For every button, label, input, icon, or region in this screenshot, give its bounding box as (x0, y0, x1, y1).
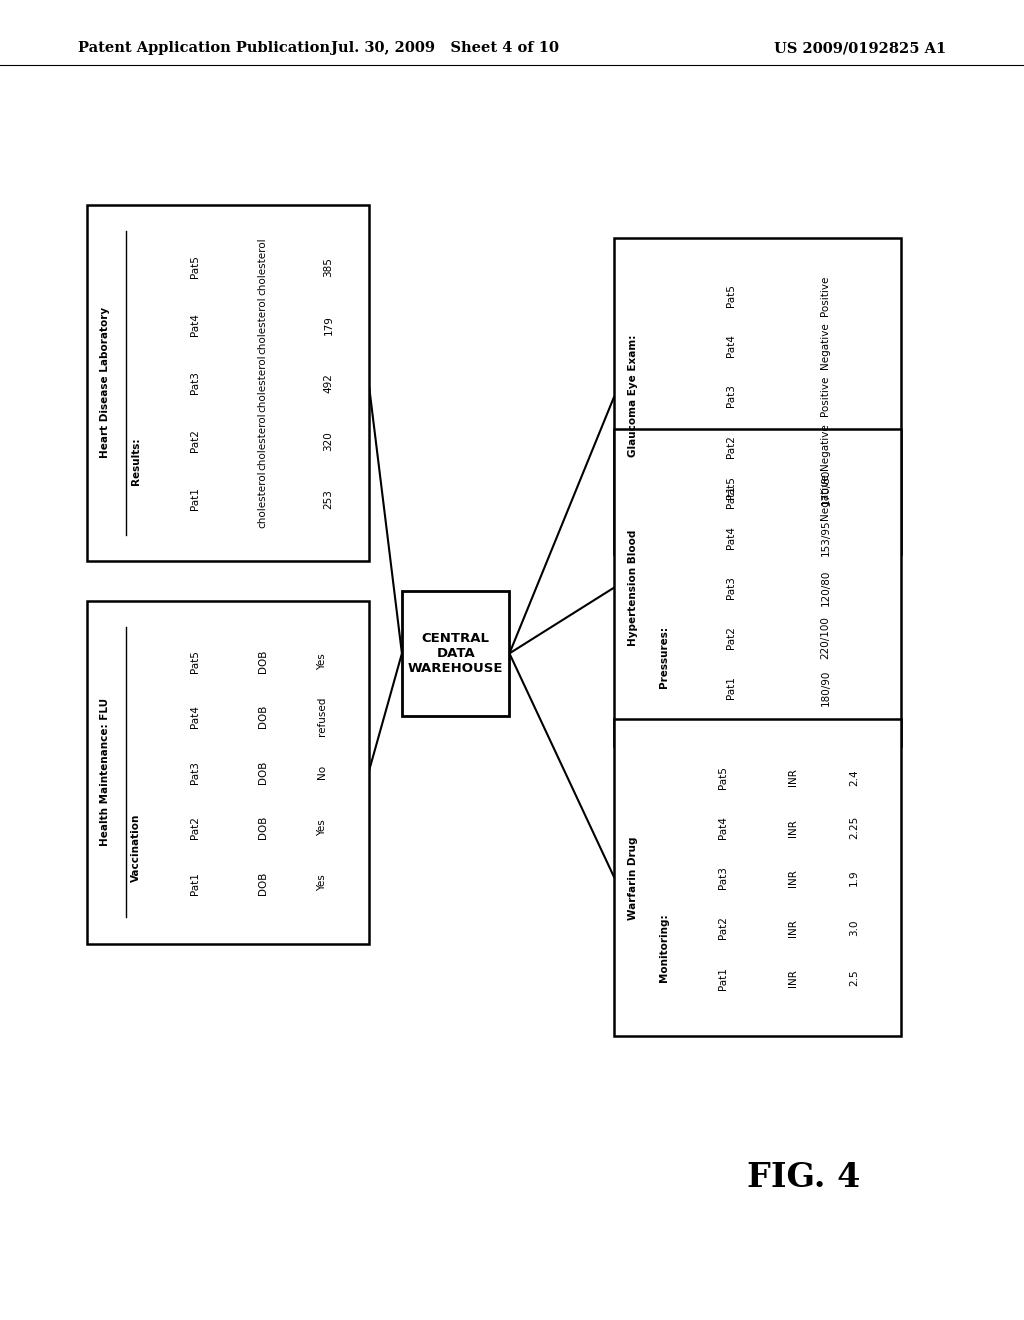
Text: INR: INR (787, 818, 798, 837)
Text: 179: 179 (324, 314, 334, 335)
Text: Monitoring:: Monitoring: (658, 913, 669, 982)
Text: 1.9: 1.9 (849, 870, 859, 886)
Text: 153/95: 153/95 (820, 519, 830, 556)
Text: 2.4: 2.4 (849, 770, 859, 785)
Text: Pat2: Pat2 (189, 816, 200, 840)
Text: 2.25: 2.25 (849, 816, 859, 840)
Text: Pat2: Pat2 (726, 626, 736, 649)
Text: Pat4: Pat4 (718, 816, 728, 840)
Text: 253: 253 (324, 488, 334, 510)
Text: Patent Application Publication: Patent Application Publication (78, 41, 330, 55)
Text: Warfarin Drug: Warfarin Drug (628, 836, 638, 920)
Text: DOB: DOB (258, 871, 267, 895)
Text: cholesterol: cholesterol (258, 238, 267, 296)
Text: DOB: DOB (258, 705, 267, 729)
Text: CENTRAL
DATA
WAREHOUSE: CENTRAL DATA WAREHOUSE (408, 632, 504, 675)
Text: Positive: Positive (820, 276, 830, 315)
Text: Pressures:: Pressures: (658, 626, 669, 688)
Text: Yes: Yes (317, 875, 328, 891)
Text: Pat4: Pat4 (726, 525, 736, 549)
Text: INR: INR (787, 768, 798, 787)
Text: 320: 320 (324, 432, 334, 450)
Text: cholesterol: cholesterol (258, 470, 267, 528)
Text: Pat5: Pat5 (189, 649, 200, 673)
Text: DOB: DOB (258, 816, 267, 840)
Text: Negative: Negative (820, 322, 830, 370)
Text: Pat3: Pat3 (726, 576, 736, 599)
Text: cholesterol: cholesterol (258, 354, 267, 412)
Text: Pat1: Pat1 (726, 484, 736, 508)
Text: Results:: Results: (131, 437, 141, 484)
Text: No: No (317, 766, 328, 779)
Text: Pat5: Pat5 (189, 255, 200, 279)
Text: DOB: DOB (258, 649, 267, 673)
Text: US 2009/0192825 A1: US 2009/0192825 A1 (774, 41, 946, 55)
Text: Pat1: Pat1 (189, 871, 200, 895)
Text: refused: refused (317, 697, 328, 737)
Text: Glaucoma Eye Exam:: Glaucoma Eye Exam: (628, 335, 638, 457)
Text: Pat1: Pat1 (726, 676, 736, 700)
Text: Pat1: Pat1 (718, 966, 728, 990)
Text: Pat3: Pat3 (189, 371, 200, 395)
Text: Heart Disease Laboratory: Heart Disease Laboratory (100, 308, 111, 458)
Bar (87, 205, 369, 561)
Text: Pat2: Pat2 (726, 434, 736, 458)
Text: Pat2: Pat2 (189, 429, 200, 453)
Text: Pat2: Pat2 (718, 916, 728, 940)
Text: 3.0: 3.0 (849, 920, 859, 936)
Text: cholesterol: cholesterol (258, 296, 267, 354)
Text: cholesterol: cholesterol (258, 412, 267, 470)
Text: Pat3: Pat3 (718, 866, 728, 890)
Text: 170/80: 170/80 (820, 469, 830, 506)
Text: Positive: Positive (820, 376, 830, 416)
Text: Pat1: Pat1 (189, 487, 200, 511)
Text: Hypertension Blood: Hypertension Blood (628, 529, 638, 645)
Text: Yes: Yes (317, 653, 328, 669)
Text: INR: INR (787, 969, 798, 987)
Text: 120/80: 120/80 (820, 569, 830, 606)
Text: Pat5: Pat5 (726, 284, 736, 308)
Text: Pat3: Pat3 (726, 384, 736, 408)
Text: 492: 492 (324, 372, 334, 393)
Text: Negative: Negative (820, 422, 830, 470)
Text: Pat4: Pat4 (189, 313, 200, 337)
Bar (401, 591, 510, 715)
Text: Yes: Yes (317, 820, 328, 836)
Text: Pat5: Pat5 (718, 766, 728, 789)
Text: 180/90: 180/90 (820, 669, 830, 706)
Text: DOB: DOB (258, 760, 267, 784)
Text: INR: INR (787, 869, 798, 887)
Text: 385: 385 (324, 256, 334, 277)
Text: Pat5: Pat5 (726, 475, 736, 499)
Text: Negative: Negative (820, 473, 830, 520)
Text: 2.5: 2.5 (849, 970, 859, 986)
Text: Vaccination: Vaccination (131, 813, 141, 882)
Bar (614, 429, 901, 746)
Bar (614, 719, 901, 1036)
Text: Pat3: Pat3 (189, 760, 200, 784)
Text: 220/100: 220/100 (820, 616, 830, 659)
Text: Pat4: Pat4 (726, 334, 736, 358)
Bar (87, 601, 369, 944)
Text: Pat4: Pat4 (189, 705, 200, 729)
Text: Jul. 30, 2009   Sheet 4 of 10: Jul. 30, 2009 Sheet 4 of 10 (332, 41, 559, 55)
Text: Health Maintenance: FLU: Health Maintenance: FLU (100, 698, 111, 846)
Bar (614, 238, 901, 554)
Text: INR: INR (787, 919, 798, 937)
Text: FIG. 4: FIG. 4 (748, 1162, 860, 1193)
